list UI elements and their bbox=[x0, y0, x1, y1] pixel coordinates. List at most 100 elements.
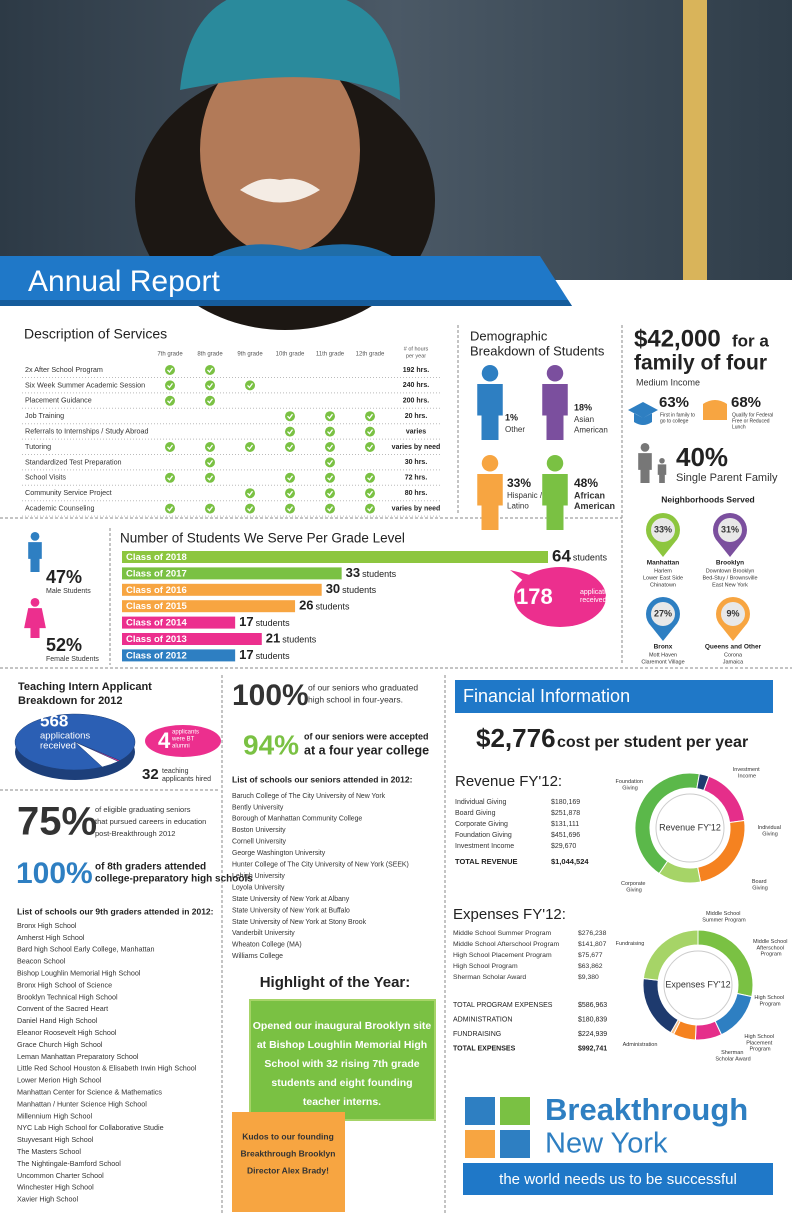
donut-hole bbox=[663, 950, 733, 1020]
check-icon bbox=[365, 503, 375, 514]
check-mark bbox=[287, 444, 294, 450]
value-unit: students bbox=[362, 569, 397, 579]
check-mark bbox=[327, 444, 334, 450]
bar-label: Class of 2016 bbox=[126, 585, 187, 596]
section-title: Breakdown of Students bbox=[470, 343, 605, 358]
borough-name: Brooklyn bbox=[716, 560, 744, 567]
service-hours: 72 hrs. bbox=[405, 475, 428, 482]
segment-label: Corporate Giving bbox=[621, 881, 647, 893]
bar-label: Class of 2015 bbox=[126, 601, 187, 612]
check-icon bbox=[325, 411, 335, 422]
school-name: Brooklyn Technical High School bbox=[17, 992, 118, 1001]
big-percent: 75% bbox=[17, 800, 97, 844]
check-icon bbox=[205, 442, 215, 452]
section-title: Financial Information bbox=[463, 686, 630, 706]
percent: 9% bbox=[726, 608, 739, 618]
person-icon-body bbox=[477, 383, 503, 440]
check-icon bbox=[365, 488, 375, 499]
column-header: per year bbox=[406, 353, 426, 359]
check-icon bbox=[205, 472, 215, 483]
bar bbox=[122, 633, 262, 645]
service-name: 2x After School Program bbox=[25, 365, 103, 374]
gender-label: Female Students bbox=[46, 656, 99, 663]
speech-box bbox=[232, 1112, 345, 1212]
group-label: Hispanic / bbox=[507, 491, 543, 500]
check-mark bbox=[367, 429, 374, 435]
donut-hole bbox=[655, 793, 725, 863]
person-icon-head bbox=[481, 365, 499, 382]
slice-label: applicants hired bbox=[162, 776, 211, 783]
check-mark bbox=[167, 444, 174, 450]
school-name: Bishop Loughlin Memorial High School bbox=[17, 969, 141, 978]
school-name: Amherst High School bbox=[17, 933, 85, 942]
revenue-value: $29,670 bbox=[551, 843, 576, 850]
borough-name: Bronx bbox=[654, 644, 673, 651]
person-icon-body bbox=[542, 473, 568, 530]
area-name: Mott Haven bbox=[649, 652, 677, 658]
highlight-text: students and eight founding bbox=[271, 1077, 412, 1089]
total-label: TOTAL EXPENSES bbox=[453, 1045, 516, 1052]
revenue-name: Board Giving bbox=[455, 810, 496, 817]
service-hours: 200 hrs. bbox=[403, 398, 430, 405]
banner-shade bbox=[0, 300, 572, 306]
expense-value: $141,807 bbox=[578, 941, 607, 948]
stat-label: go to college bbox=[660, 418, 689, 424]
segment-label: Fundraising bbox=[616, 941, 645, 947]
slice-label: applicants bbox=[172, 730, 199, 736]
check-icon bbox=[165, 442, 175, 452]
stat-percent: 40% bbox=[676, 442, 728, 472]
school-name: Cornell University bbox=[232, 839, 287, 846]
area-name: East New York bbox=[712, 582, 748, 588]
check-icon bbox=[365, 426, 375, 437]
value-unit: students bbox=[316, 602, 351, 612]
service-name: Job Training bbox=[25, 411, 64, 420]
bar bbox=[122, 551, 548, 563]
list-title: List of schools our 9th graders attended… bbox=[17, 906, 214, 916]
total-value: $586,963 bbox=[578, 1002, 607, 1009]
section-title: Revenue FY'12: bbox=[455, 773, 562, 790]
segment-label: Middle School Summer Program bbox=[702, 911, 746, 923]
group-label: American bbox=[574, 501, 615, 511]
donut-label: Revenue FY'12 bbox=[659, 822, 721, 832]
check-mark bbox=[287, 429, 294, 435]
area-name: Claremont Village bbox=[641, 659, 684, 665]
school-name: Bronx High School of Science bbox=[17, 980, 112, 989]
check-mark bbox=[327, 490, 334, 497]
school-name: Manhattan / Hunter Science High School bbox=[17, 1099, 147, 1108]
service-name: Six Week Summer Academic Session bbox=[25, 380, 145, 389]
check-mark bbox=[167, 475, 174, 481]
person-icon-body bbox=[638, 453, 652, 483]
segment-label: High School Program bbox=[754, 995, 785, 1007]
person-icon-head bbox=[640, 443, 650, 452]
service-hours: varies by need bbox=[392, 444, 441, 451]
school-name: Millennium High School bbox=[17, 1111, 93, 1120]
school-name: Leman Manhattan Preparatory School bbox=[17, 1052, 139, 1061]
check-icon bbox=[285, 411, 295, 422]
section-banner bbox=[455, 680, 773, 713]
revenue-name: Corporate Giving bbox=[455, 821, 508, 828]
map-pin-inner bbox=[718, 518, 742, 542]
income-text: for a bbox=[732, 331, 769, 350]
check-icon bbox=[245, 503, 255, 514]
school-name: Beacon School bbox=[17, 957, 66, 966]
gender-label: Male Students bbox=[46, 588, 91, 595]
bar bbox=[122, 583, 322, 596]
check-icon bbox=[285, 426, 295, 437]
school-name: State University of New York at Buffalo bbox=[232, 907, 350, 914]
check-icon bbox=[325, 457, 335, 468]
school-name: Daniel Hand High School bbox=[17, 1016, 98, 1025]
school-name: Little Red School Houston & Elisabeth Ir… bbox=[17, 1064, 197, 1073]
school-name: Stuyvesant High School bbox=[17, 1135, 94, 1144]
check-mark bbox=[287, 490, 294, 497]
check-mark bbox=[327, 460, 334, 466]
school-name: Xavier High School bbox=[17, 1195, 79, 1204]
person-icon-head bbox=[546, 365, 564, 382]
group-label: Latino bbox=[507, 502, 529, 511]
check-icon bbox=[365, 411, 375, 422]
area-name: Harlem bbox=[654, 568, 672, 574]
section-title: Demographic bbox=[470, 328, 548, 343]
service-hours: 80 hrs. bbox=[405, 490, 428, 497]
borough-name: Queens and Other bbox=[705, 644, 762, 651]
service-name: Placement Guidance bbox=[25, 396, 92, 405]
applications-label: applications bbox=[580, 589, 617, 596]
